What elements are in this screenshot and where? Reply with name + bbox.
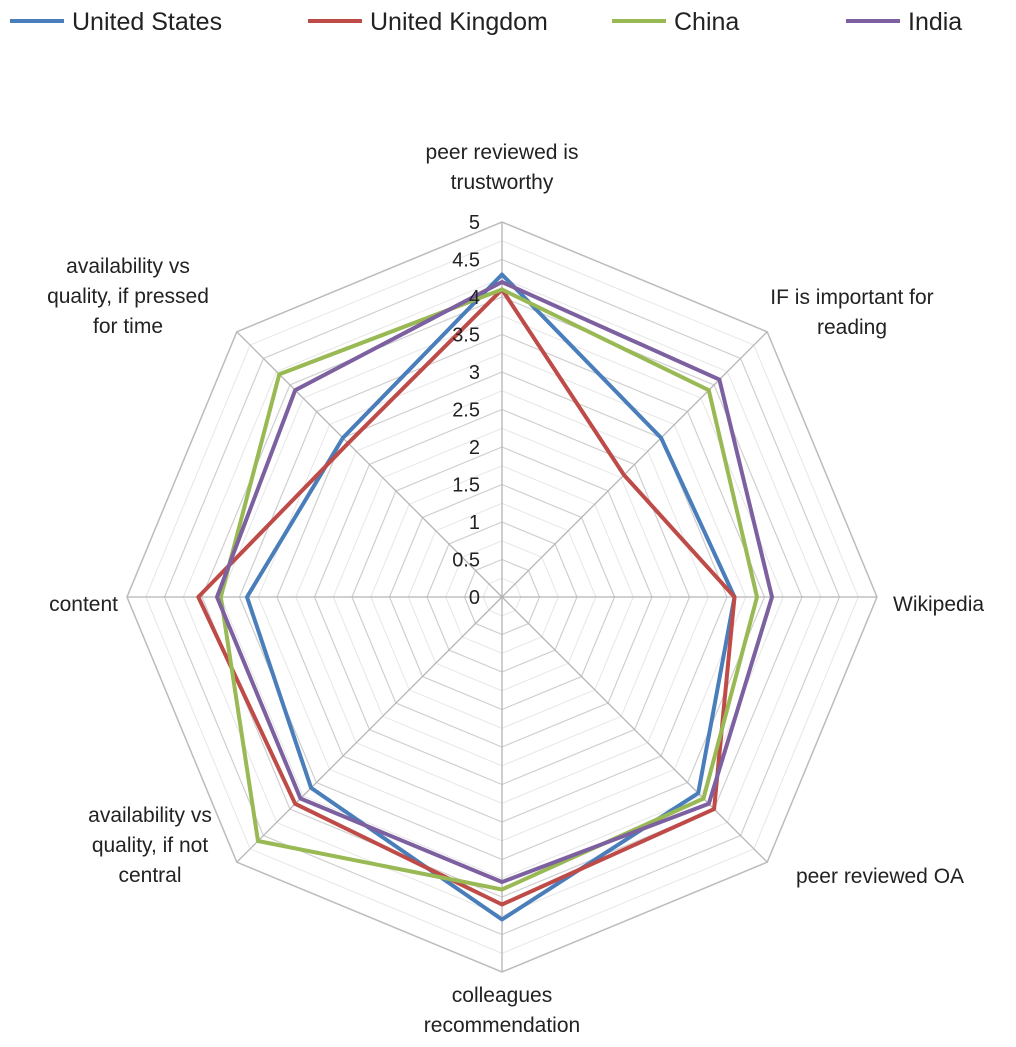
category-label: content bbox=[49, 593, 118, 616]
tick-label: 3 bbox=[469, 362, 480, 384]
category-label: IF is important for bbox=[770, 286, 933, 309]
radar-spoke bbox=[236, 331, 503, 598]
category-labels: peer reviewed is trustworthy IF is importa… bbox=[47, 141, 984, 1037]
series-line-china bbox=[218, 287, 759, 892]
category-label: quality, if pressed bbox=[47, 285, 209, 308]
legend-label: United Kingdom bbox=[370, 8, 548, 36]
legend-label: India bbox=[908, 8, 962, 36]
tick-label: 0 bbox=[469, 587, 480, 609]
tick-label: 1.5 bbox=[452, 475, 480, 497]
radar-spoke bbox=[501, 596, 768, 863]
radar-spoke bbox=[236, 596, 503, 863]
tick-label: 4.5 bbox=[452, 250, 480, 272]
tick-label: 2.5 bbox=[452, 400, 480, 422]
category-label: availability vs bbox=[88, 804, 212, 827]
tick-label: 2 bbox=[469, 437, 480, 459]
radar-spoke bbox=[501, 331, 768, 598]
category-label: trustworthy bbox=[451, 171, 554, 194]
series-line-india bbox=[215, 280, 774, 884]
tick-label: 0.5 bbox=[452, 550, 480, 572]
radar-spokes bbox=[127, 222, 877, 972]
category-label: peer reviewed OA bbox=[796, 865, 964, 888]
category-label: colleagues bbox=[452, 984, 552, 1007]
category-label: recommendation bbox=[424, 1014, 580, 1037]
category-label: availability vs bbox=[66, 255, 190, 278]
legend-label: United States bbox=[72, 8, 222, 36]
radar-series bbox=[196, 272, 774, 922]
category-label: Wikipedia bbox=[893, 593, 984, 616]
radial-tick-labels: 0 0.5 1 1.5 2 2.5 3 3.5 4 4.5 5 bbox=[452, 212, 480, 609]
tick-label: 4 bbox=[469, 287, 480, 309]
category-label: peer reviewed is bbox=[426, 141, 579, 164]
category-label: central bbox=[118, 864, 181, 887]
tick-label: 1 bbox=[469, 512, 480, 534]
tick-label: 3.5 bbox=[452, 325, 480, 347]
legend-label: China bbox=[674, 8, 739, 36]
category-label: quality, if not bbox=[92, 834, 209, 857]
tick-label: 5 bbox=[469, 212, 480, 234]
series-line-united-states bbox=[245, 272, 737, 922]
chart-legend: United States United Kingdom China India bbox=[10, 8, 962, 36]
category-label: for time bbox=[93, 315, 163, 338]
category-label: reading bbox=[817, 316, 887, 339]
series-line-united-kingdom bbox=[196, 287, 737, 907]
